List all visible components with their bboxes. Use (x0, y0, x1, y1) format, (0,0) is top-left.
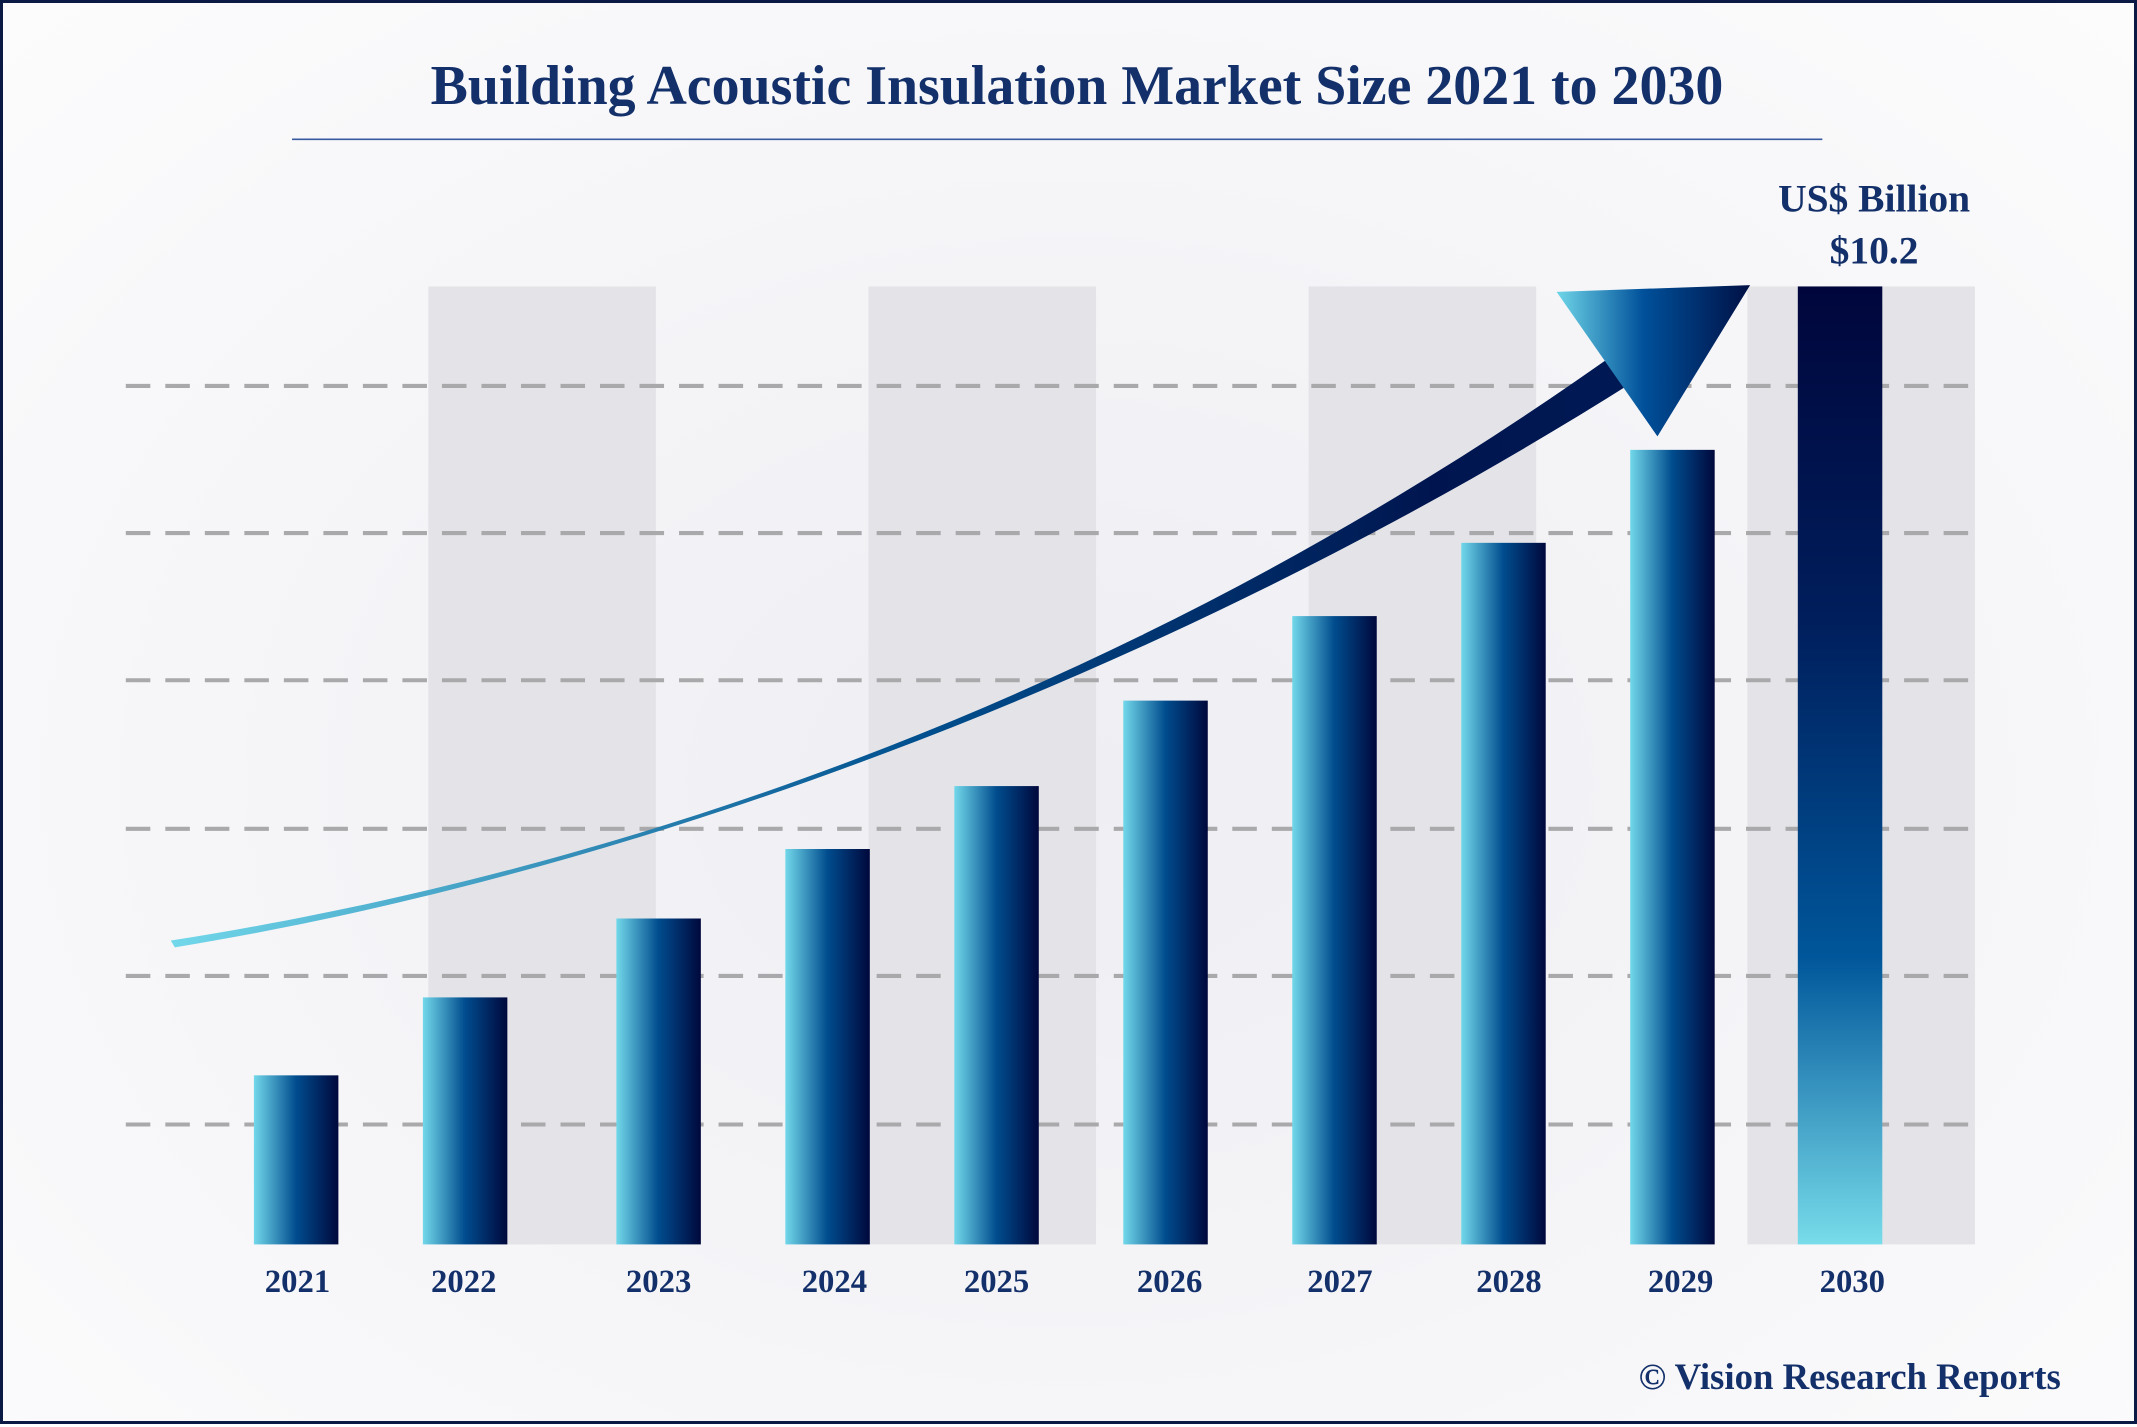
x-tick-label: 2030 (1820, 1264, 1885, 1300)
growth-arrowhead (1556, 285, 1751, 437)
bar-2024 (785, 849, 870, 1245)
bar-2023 (616, 918, 701, 1245)
x-tick-label: 2022 (431, 1264, 496, 1300)
source-credit: © Vision Research Reports (1639, 1356, 2061, 1397)
chart-title: Building Acoustic Insulation Market Size… (431, 55, 1724, 117)
bar-2022 (422, 997, 508, 1245)
bar-2026 (1123, 700, 1208, 1245)
highlight-value-label: $10.2 (1830, 228, 1919, 272)
x-tick-label: 2029 (1648, 1264, 1713, 1300)
unit-label: US$ Billion (1778, 176, 1970, 220)
bar-2029 (1630, 449, 1715, 1245)
bar-2027 (1292, 616, 1377, 1245)
x-tick-label: 2027 (1307, 1264, 1372, 1300)
x-tick-label: 2028 (1476, 1264, 1541, 1300)
bar-chart: 2021 2022 2023 2024 2025 2026 2027 2028 2029 2030… (125, 55, 2061, 1397)
x-tick-label: 2023 (626, 1264, 691, 1300)
x-tick-label: 2024 (802, 1264, 867, 1300)
bar-2030 (1797, 286, 1883, 1245)
x-tick-label: 2025 (964, 1264, 1029, 1300)
bar-2025 (954, 786, 1039, 1245)
bar-2028 (1461, 542, 1546, 1245)
x-tick-label: 2021 (265, 1264, 330, 1300)
x-tick-label: 2026 (1137, 1264, 1202, 1300)
bar-2021 (253, 1075, 339, 1245)
